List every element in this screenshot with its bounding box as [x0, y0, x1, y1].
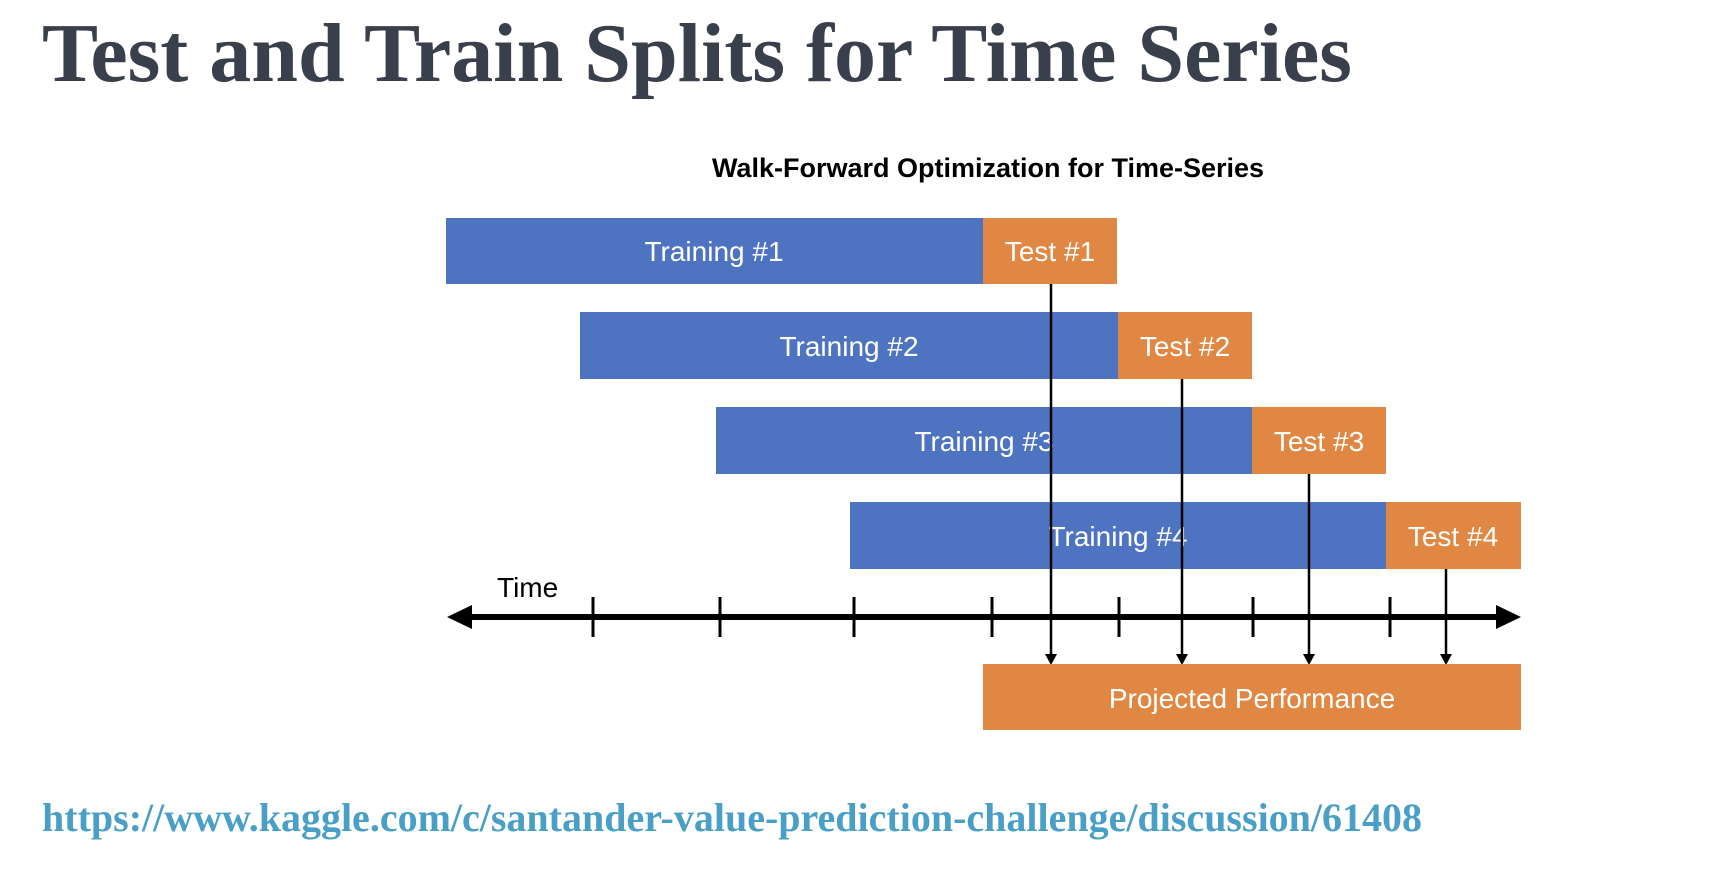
test-bar-3	[1252, 407, 1386, 474]
connector-arrowhead-4	[1440, 654, 1452, 665]
time-axis-label: Time	[497, 572, 558, 603]
slide-title: Test and Train Splits for Time Series	[42, 7, 1352, 100]
projected-performance-label: Projected Performance	[1109, 683, 1395, 714]
connector-arrowhead-3	[1303, 654, 1315, 665]
projected-performance-bar	[983, 664, 1521, 730]
source-link[interactable]: https://www.kaggle.com/c/santander-value…	[42, 795, 1423, 840]
training-label-3: Training #3	[914, 426, 1053, 457]
test-label-2: Test #2	[1140, 331, 1230, 362]
test-bar-2	[1118, 312, 1252, 379]
connector-arrowhead-2	[1176, 654, 1188, 665]
test-label-1: Test #1	[1005, 236, 1095, 267]
training-label-4: Training #4	[1048, 521, 1187, 552]
diagram-title: Walk-Forward Optimization for Time-Serie…	[712, 153, 1264, 183]
test-label-3: Test #3	[1274, 426, 1364, 457]
training-bar-3	[716, 407, 1252, 474]
training-bar-1	[446, 218, 983, 284]
test-label-4: Test #4	[1408, 521, 1498, 552]
connector-arrowhead-1	[1045, 654, 1057, 665]
time-axis-right-arrowhead	[1496, 605, 1521, 629]
training-label-2: Training #2	[779, 331, 918, 362]
training-label-1: Training #1	[644, 236, 783, 267]
time-axis-left-arrowhead	[447, 605, 472, 629]
test-bar-4	[1386, 502, 1521, 569]
training-bar-2	[580, 312, 1118, 379]
training-bar-4	[850, 502, 1386, 569]
test-bar-1	[983, 218, 1117, 284]
